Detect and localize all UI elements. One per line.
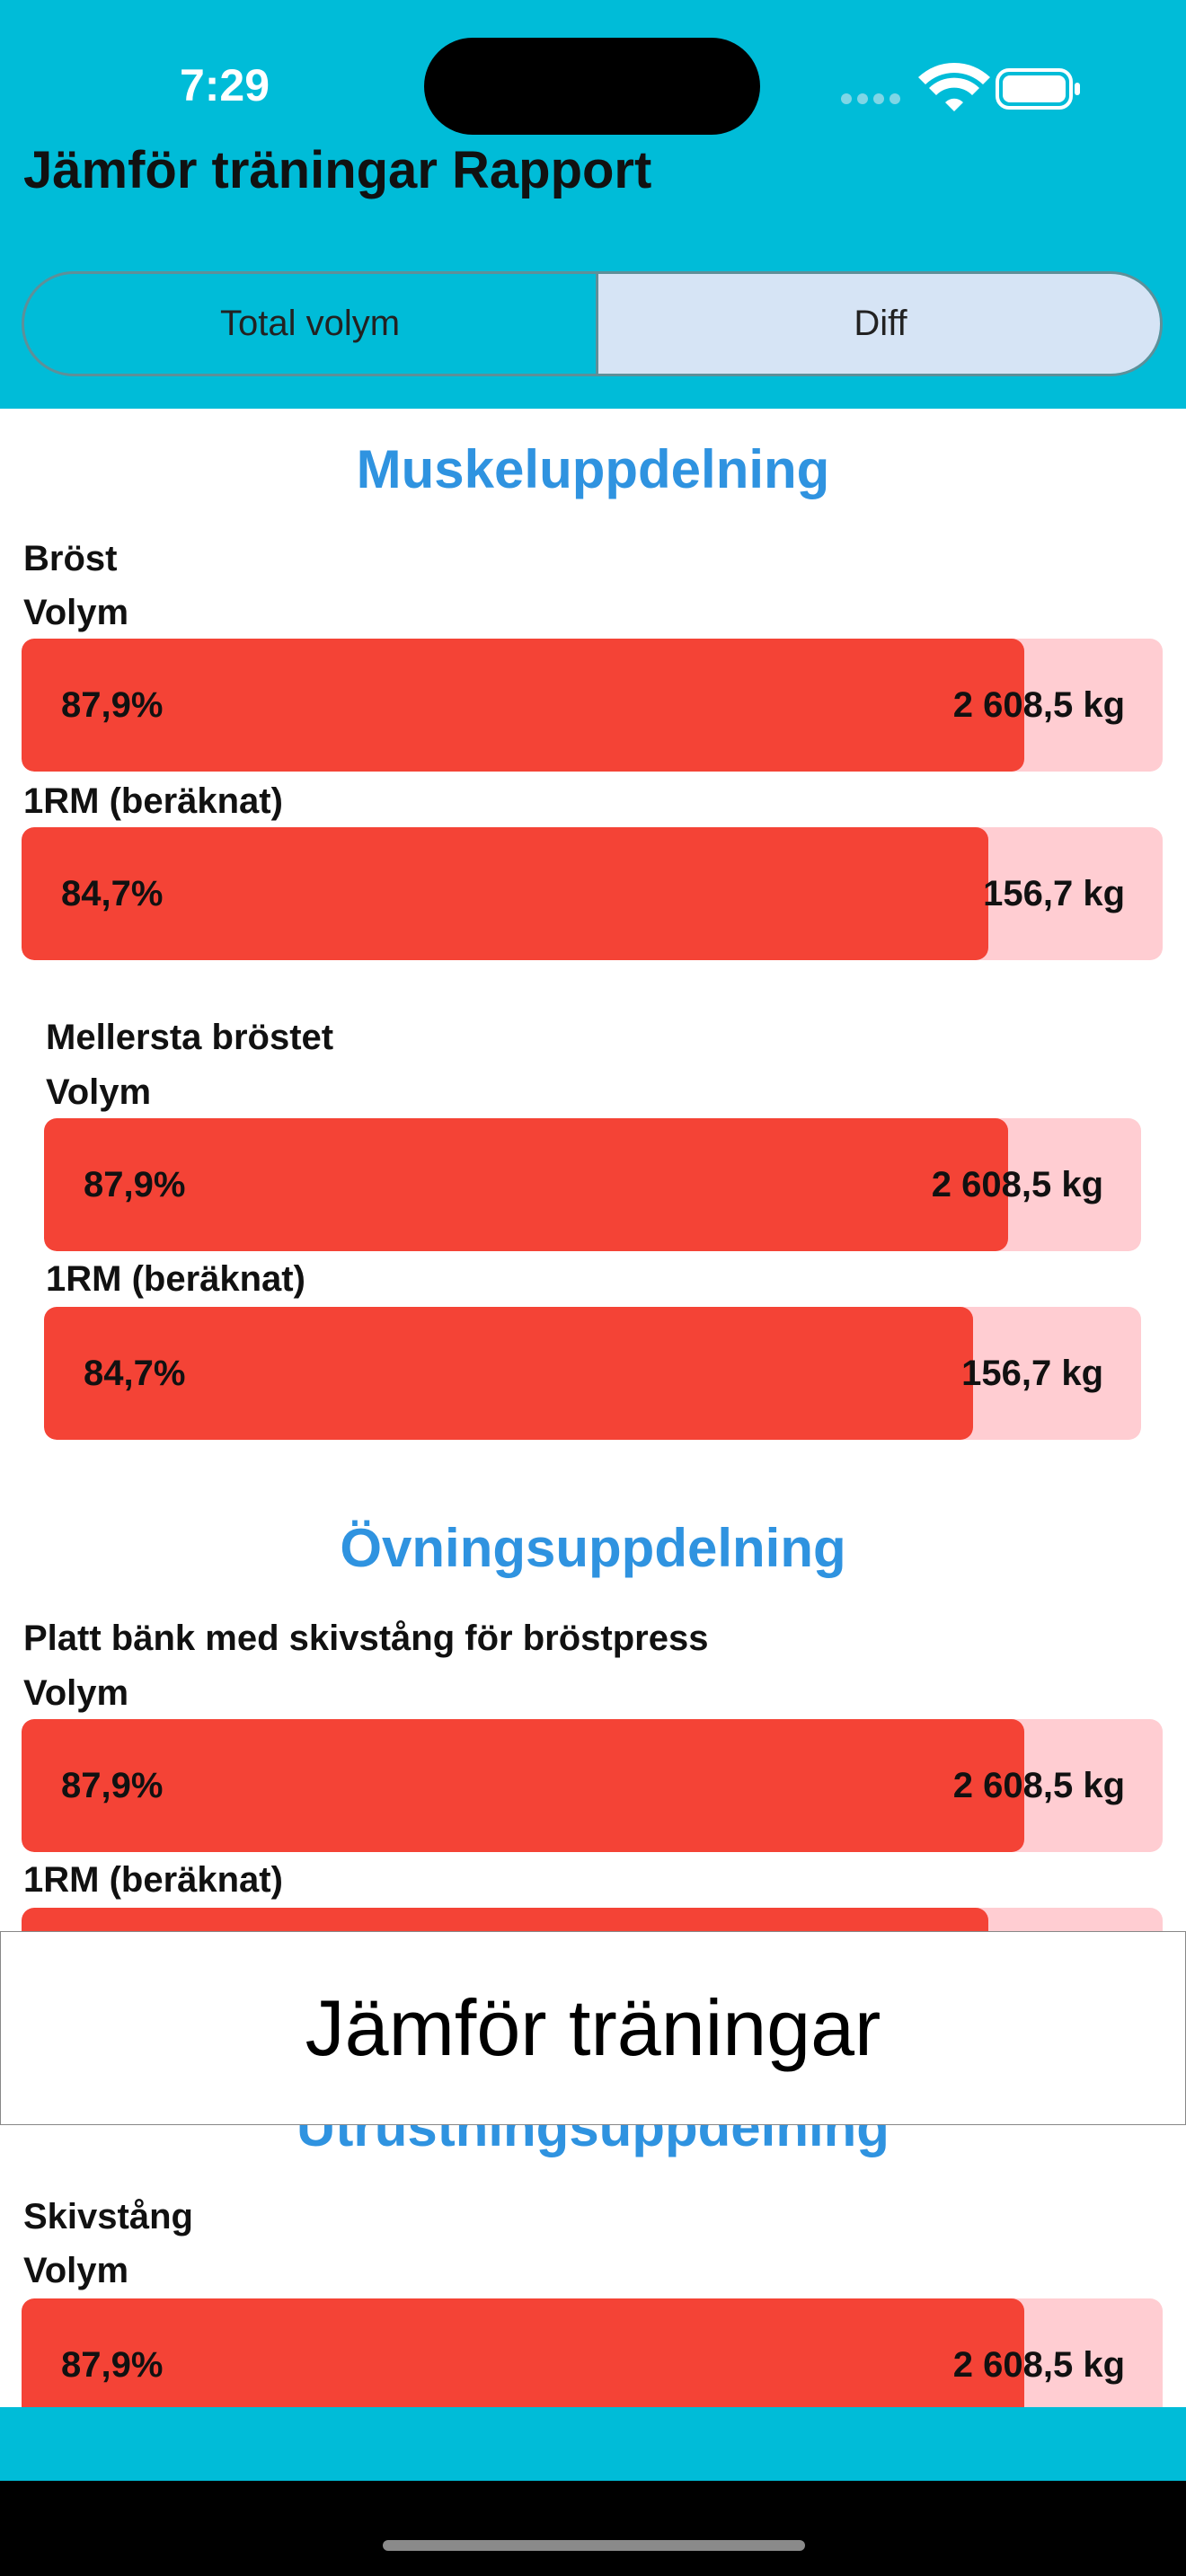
home-indicator (383, 2540, 805, 2551)
overlay-toast: Jämför träningar (0, 1931, 1186, 2125)
section-title: Muskeluppdelning (356, 439, 830, 499)
bar-percent: 87,9% (61, 2345, 164, 2385)
bar-percent: 87,9% (61, 1766, 164, 1805)
page-title: Jämför träningar Rapport (23, 141, 652, 199)
bar-percent: 84,7% (61, 874, 164, 913)
dynamic-island (424, 38, 760, 135)
bar-fill (44, 1118, 1009, 1251)
bar-amount: 2 608,5 kg (952, 2345, 1125, 2385)
status-icons (841, 63, 1080, 111)
metric-label: 1RM (beräknat) (46, 1259, 305, 1299)
metric-label: Volym (46, 1072, 152, 1112)
bottom-bar (0, 2407, 1186, 2481)
bar-amount: 2 608,5 kg (931, 1165, 1103, 1204)
metric-label: Volym (23, 593, 129, 632)
bar-track: 87,9% 2 608,5 kg (22, 1719, 1163, 1852)
bar-track: 87,9% 2 608,5 kg (22, 639, 1163, 772)
bar-percent: 84,7% (84, 1354, 186, 1393)
bar-percent: 87,9% (84, 1165, 186, 1204)
bar-percent: 87,9% (61, 685, 164, 725)
home-area (0, 2481, 1186, 2576)
segmented-control: Total volym Diff (22, 271, 1163, 376)
overlay-text: Jämför träningar (305, 1983, 881, 2072)
metric-label: Volym (23, 1673, 129, 1713)
group-name: Skivstång (23, 2197, 193, 2236)
bar-fill (22, 1719, 1025, 1852)
status-time: 7:29 (179, 60, 270, 110)
bar-track: 84,7% 156,7 kg (44, 1307, 1141, 1440)
tab-total-volume[interactable]: Total volym (219, 304, 401, 343)
bar-track: 84,7% 156,7 kg (22, 827, 1163, 960)
tab-diff[interactable]: Diff (596, 274, 1160, 374)
bar-amount: 156,7 kg (961, 1354, 1103, 1393)
bar-fill (22, 827, 988, 960)
metric-label: 1RM (beräknat) (23, 781, 283, 821)
group-name: Platt bänk med skivstång för bröstpress (23, 1619, 709, 1658)
section-title: Övningsuppdelning (340, 1518, 846, 1578)
bar-fill (44, 1307, 974, 1440)
group-name: Bröst (23, 539, 118, 578)
bar-amount: 2 608,5 kg (952, 1766, 1125, 1805)
bar-fill (22, 639, 1025, 772)
bar-amount: 2 608,5 kg (952, 685, 1125, 725)
metric-label: Volym (23, 2251, 129, 2290)
group-name: Mellersta bröstet (46, 1018, 334, 1057)
bar-amount: 156,7 kg (983, 874, 1125, 913)
bar-track: 87,9% 2 608,5 kg (44, 1118, 1141, 1251)
metric-label: 1RM (beräknat) (23, 1860, 283, 1900)
